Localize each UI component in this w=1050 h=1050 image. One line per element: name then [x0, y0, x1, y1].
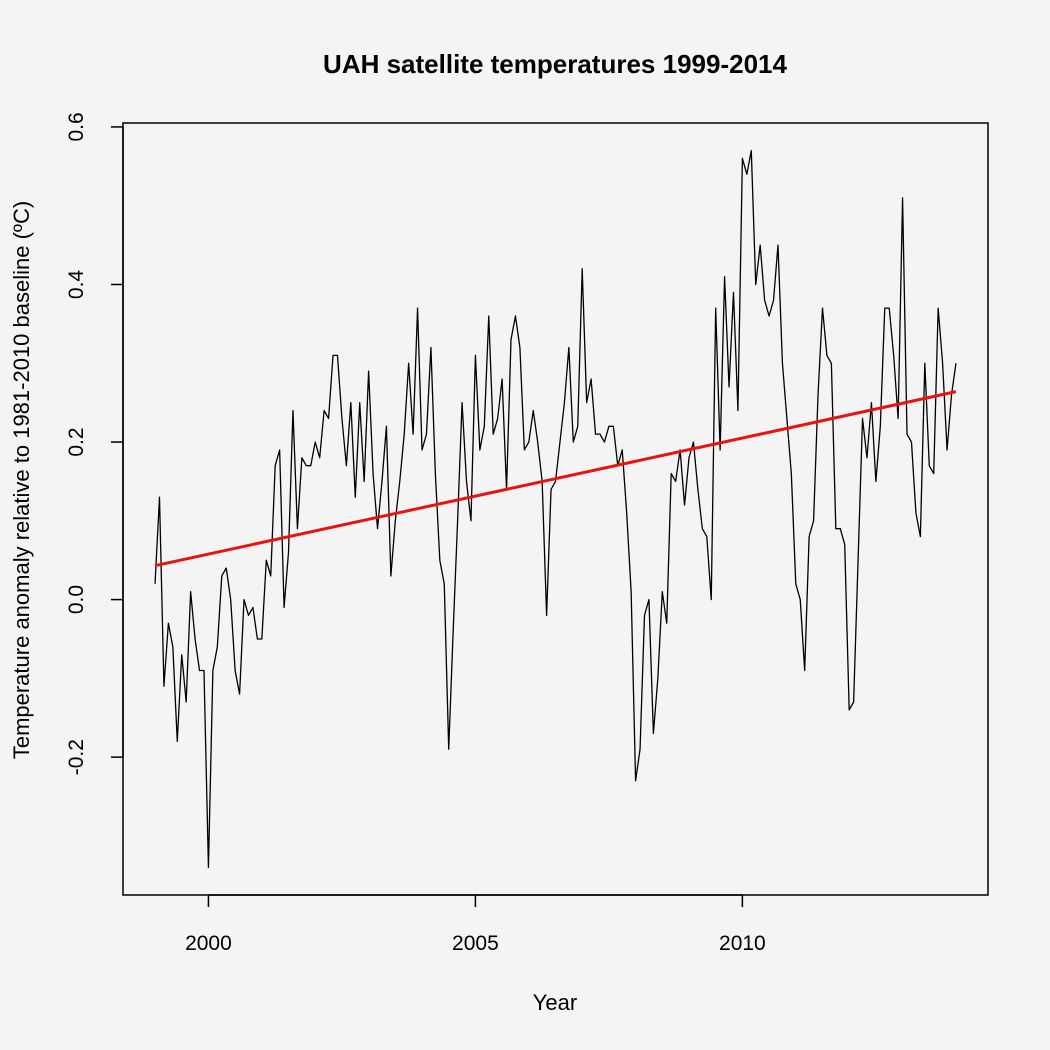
y-tick-label: 0.4: [65, 270, 88, 300]
x-tick-label: 2000: [185, 932, 232, 955]
chart-title: UAH satellite temperatures 1999-2014: [323, 49, 787, 79]
y-axis: -0.2 0.0 0.2 0.4 0.6: [65, 112, 124, 775]
trend-line: [154, 390, 957, 568]
y-tick-label: -0.2: [65, 739, 88, 775]
monthly-anomaly-line: [154, 149, 957, 869]
y-tick-label: 0.0: [65, 585, 88, 614]
y-tick-label: 0.2: [65, 427, 88, 456]
x-tick-label: 2005: [452, 932, 499, 955]
x-axis: 2000 2005 2010: [185, 894, 766, 955]
y-axis-label: Temperature anomaly relative to 1981-201…: [9, 201, 34, 759]
x-tick-label: 2010: [719, 932, 766, 955]
x-axis-label: Year: [533, 990, 577, 1015]
series-layer: [154, 149, 957, 869]
y-tick-label: 0.6: [65, 112, 88, 141]
